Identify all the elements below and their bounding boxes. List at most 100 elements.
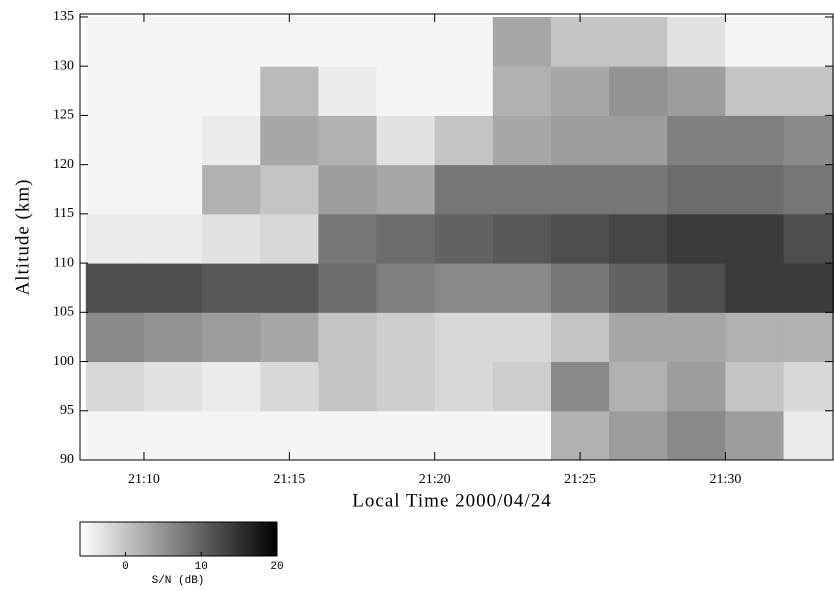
heat-cell [783,16,834,67]
y-tick-label: 135 [53,9,74,24]
colorbar-step [171,522,173,556]
colorbar-step [251,522,253,556]
colorbar-step [130,522,132,556]
colorbar-step [113,522,115,556]
colorbar-step [189,522,191,556]
colorbar-step [99,522,101,556]
colorbar-step [190,522,192,556]
y-tick-label: 130 [53,58,74,73]
colorbar-step [240,522,242,556]
colorbar-step [269,522,271,556]
colorbar-step [273,522,275,556]
colorbar-step [184,522,186,556]
colorbar-step [169,522,171,556]
heat-cell [783,312,834,363]
colorbar-step [106,522,108,556]
heat-cell [434,115,494,166]
heat-cell [376,361,436,412]
heat-cell [202,213,261,264]
colorbar-step [263,522,265,556]
colorbar-step [147,522,149,556]
colorbar-step [252,522,254,556]
heat-cell [725,410,785,460]
colorbar-step [97,522,99,556]
colorbar-step [83,522,85,556]
heat-cell [492,361,552,412]
colorbar-step [181,522,183,556]
colorbar-step [88,522,90,556]
colorbar-step [215,522,217,556]
y-axis-label: Altitude (km) [12,179,33,296]
colorbar-step [192,522,194,556]
colorbar-step [101,522,103,556]
colorbar-step [217,522,219,556]
heat-cell [143,115,203,166]
colorbar-step [103,522,105,556]
colorbar-step [183,522,185,556]
colorbar-step [158,522,160,556]
colorbar-step [104,522,106,556]
heat-cell [434,361,494,412]
colorbar-step [143,522,145,556]
heat-cell [376,410,436,460]
heat-cell [318,263,378,313]
colorbar-step [238,522,240,556]
y-tick-label: 115 [54,206,74,221]
heat-cell [725,263,785,313]
colorbar-step [193,522,195,556]
heat-cell [202,410,261,460]
heat-cell [260,213,319,264]
colorbar-step [94,522,96,556]
heat-cell [260,115,319,166]
heat-cell [550,213,610,264]
plot-frame [79,13,834,461]
colorbar-step [178,522,180,556]
colorbar-step [271,522,273,556]
colorbar-step [139,522,141,556]
heat-cell [550,361,610,412]
colorbar-step [233,522,235,556]
colorbar-step [95,522,97,556]
heat-cell [667,66,726,116]
colorbar-step [144,522,146,556]
x-tick-label: 21:15 [273,472,305,487]
colorbar-step [203,522,205,556]
colorbar-step [232,522,234,556]
heat-cell [550,263,610,313]
colorbar-step [108,522,110,556]
y-tick-label: 125 [53,108,74,123]
heat-cell [318,410,378,460]
colorbar-step [164,522,166,556]
colorbar-step [235,522,237,556]
colorbar-step [167,522,169,556]
colorbar-step [82,522,84,556]
x-tick-label: 21:20 [419,472,451,487]
colorbar-step [198,522,200,556]
colorbar-step [90,522,92,556]
heat-cell [783,213,834,264]
colorbar-step [195,522,197,556]
colorbar-step [166,522,168,556]
heat-cell [143,410,203,460]
heat-cell [434,312,494,363]
heat-cell [85,115,145,166]
heat-cell [492,213,552,264]
colorbar-step [261,522,263,556]
heat-cell [492,410,552,460]
colorbar-step [219,522,221,556]
heat-cell [318,66,378,116]
colorbar-step [140,522,142,556]
colorbar-step [176,522,178,556]
heat-cell [667,312,726,363]
y-tick-label: 90 [60,452,74,467]
colorbar-step [225,522,227,556]
colorbar-step [174,522,176,556]
colorbar-step [110,522,112,556]
colorbar-step [102,522,104,556]
heat-cell [609,16,668,67]
colorbar-step [254,522,256,556]
colorbar-step [122,522,124,556]
heat-cell [550,164,610,215]
colorbar-step [173,522,175,556]
colorbar-step [180,522,182,556]
